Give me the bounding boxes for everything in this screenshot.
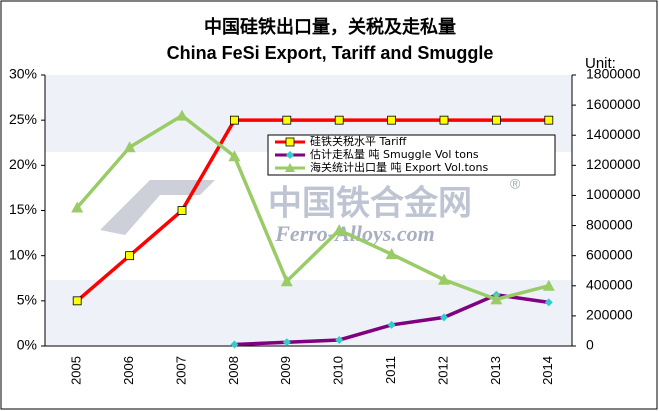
x-tick-label: 2006 <box>121 356 136 385</box>
legend-label: 估计走私量 吨 Smuggle Vol tons <box>310 148 479 161</box>
marker <box>544 298 553 307</box>
marker <box>176 109 188 121</box>
marker <box>230 340 239 349</box>
marker <box>72 296 82 306</box>
y2-tick-label: 1600000 <box>586 96 641 112</box>
y2-tick-label: 800000 <box>586 216 633 232</box>
marker <box>280 275 293 287</box>
y2-tick-label: 1000000 <box>586 186 641 202</box>
marker <box>438 273 450 285</box>
marker <box>71 201 84 213</box>
watermark-logo <box>100 180 215 235</box>
marker <box>542 279 555 291</box>
x-tick-label: 2007 <box>173 356 188 385</box>
marker <box>387 115 397 125</box>
marker <box>228 150 241 162</box>
x-tick-label: 2014 <box>540 356 555 385</box>
marker <box>282 338 291 347</box>
y2-tick-label: 1400000 <box>586 126 641 142</box>
y-tick-label: 20% <box>9 156 37 172</box>
x-tick-label: 2009 <box>278 356 293 385</box>
marker <box>177 206 187 215</box>
marker <box>491 115 501 125</box>
marker <box>385 248 398 260</box>
watermark: 中国铁合金网 <box>268 184 472 224</box>
legend-marker <box>286 151 294 159</box>
series-line <box>76 118 549 303</box>
y-tick-label: 15% <box>9 201 37 217</box>
chart-title: 中国硅铁出口量，关税及走私量 <box>204 16 456 38</box>
series-line <box>75 113 550 302</box>
marker <box>544 115 554 125</box>
legend-box <box>267 134 556 176</box>
x-tick-label: 2010 <box>331 356 346 385</box>
x-tick-label: 2005 <box>69 356 84 385</box>
marker <box>282 115 292 125</box>
x-tick-label: 2008 <box>226 356 241 385</box>
y2-tick-label: 1800000 <box>586 66 641 82</box>
marker <box>123 141 136 153</box>
marker <box>387 320 396 329</box>
y2-tick-label: 600000 <box>586 246 633 262</box>
x-tick-label: 2011 <box>383 356 398 384</box>
y-tick-label: 5% <box>17 292 37 308</box>
marker <box>335 335 344 344</box>
marker <box>333 224 346 236</box>
y-tick-label: 10% <box>9 246 37 262</box>
y2-tick-label: 1200000 <box>586 156 641 172</box>
band <box>45 280 572 346</box>
unit-label: Unit: <box>585 55 616 72</box>
y-tick-label: 30% <box>9 66 37 82</box>
chart-subtitle: China FeSi Export, Tariff and Smuggle <box>167 43 494 63</box>
legend-marker <box>285 163 295 172</box>
x-tick-label: 2012 <box>435 356 450 385</box>
marker <box>229 115 239 125</box>
marker <box>125 251 134 261</box>
x-tick-label: 2013 <box>488 356 503 385</box>
y-tick-label: 25% <box>9 111 37 127</box>
y2-tick-label: 200000 <box>586 307 633 323</box>
legend-label: 海关统计出口量 吨 Export Vol.tons <box>310 160 488 174</box>
y2-tick-label: 400000 <box>586 276 633 292</box>
legend-marker <box>285 137 295 147</box>
legend-label: 硅铁关税水平 Tariff <box>310 134 407 148</box>
marker <box>440 313 448 322</box>
watermark-url: Ferro-Alloys.com <box>274 221 435 246</box>
marker <box>334 115 344 125</box>
marker <box>490 293 503 305</box>
watermark-mark: ® <box>510 176 521 192</box>
marker <box>439 115 449 125</box>
y-tick-label: 0% <box>17 337 37 353</box>
y2-tick-label: 0 <box>586 337 594 353</box>
